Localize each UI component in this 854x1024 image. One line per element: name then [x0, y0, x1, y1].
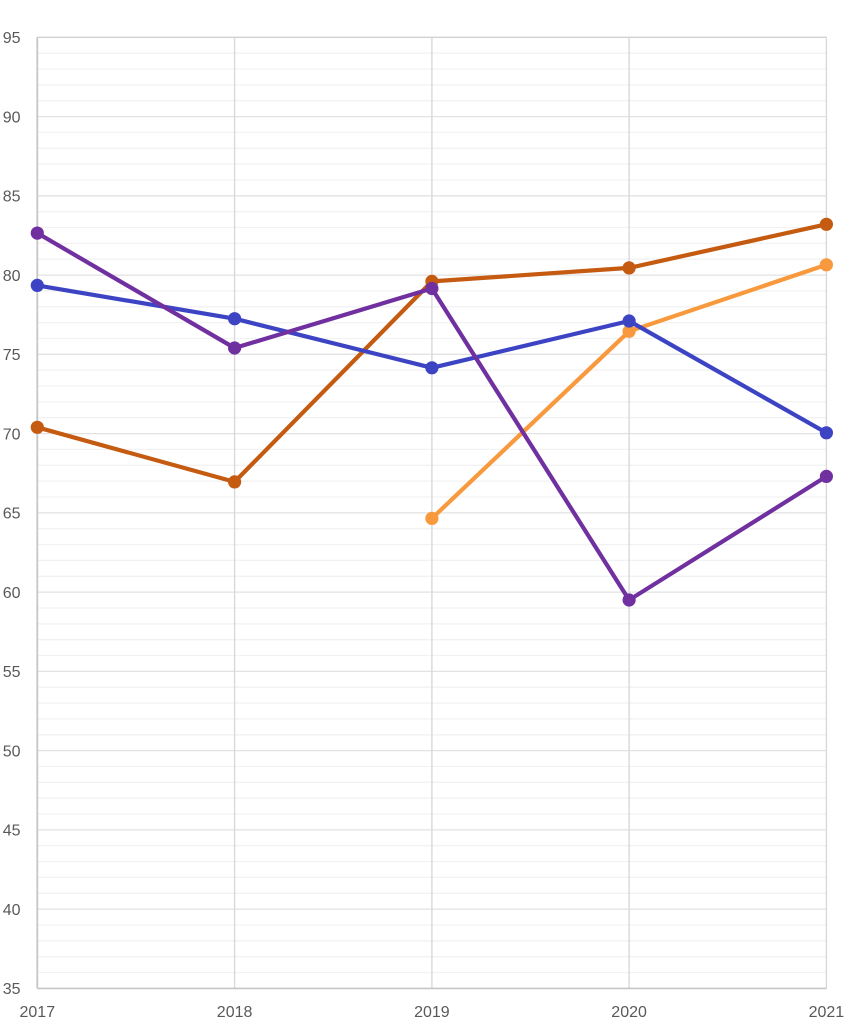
svg-text:2020: 2020	[611, 1004, 647, 1021]
svg-text:50: 50	[3, 743, 21, 760]
svg-text:95: 95	[3, 30, 21, 47]
svg-text:75: 75	[3, 347, 21, 364]
svg-text:65: 65	[3, 506, 21, 523]
svg-text:85: 85	[3, 189, 21, 206]
svg-text:80: 80	[3, 268, 21, 285]
svg-text:90: 90	[3, 109, 21, 126]
svg-text:70: 70	[3, 426, 21, 443]
svg-text:35: 35	[3, 981, 21, 998]
svg-text:60: 60	[3, 585, 21, 602]
svg-text:2018: 2018	[217, 1004, 253, 1021]
svg-text:2021: 2021	[809, 1004, 845, 1021]
svg-text:55: 55	[3, 664, 21, 681]
svg-text:40: 40	[3, 902, 21, 919]
svg-text:2019: 2019	[414, 1004, 450, 1021]
svg-text:45: 45	[3, 823, 21, 840]
svg-text:2017: 2017	[20, 1004, 56, 1021]
